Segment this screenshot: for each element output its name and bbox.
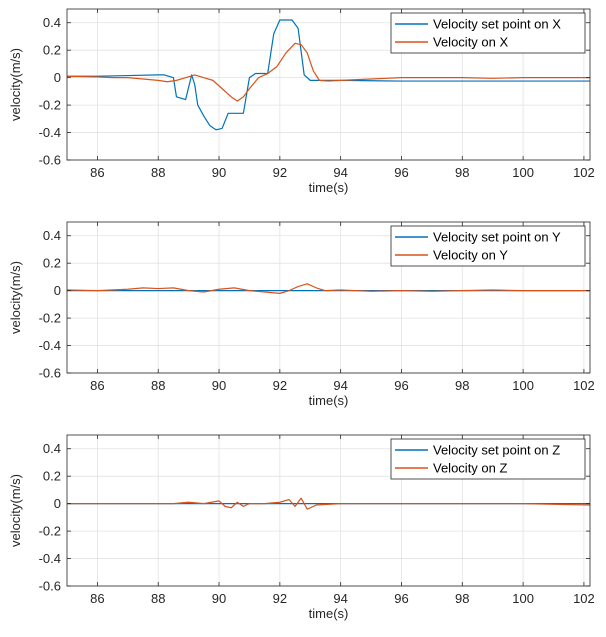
x-tick-label: 100 bbox=[512, 378, 534, 393]
y-tick-label: -0.6 bbox=[39, 153, 61, 168]
legend-box bbox=[390, 12, 586, 54]
x-tick-label: 92 bbox=[273, 165, 287, 180]
axes-box bbox=[66, 221, 591, 374]
x-tick-label: 88 bbox=[151, 591, 165, 606]
x-tick-label: 86 bbox=[90, 165, 104, 180]
y-tick-label: -0.6 bbox=[39, 579, 61, 594]
y-tick-label: 0 bbox=[54, 70, 61, 85]
x-axis-label: time(s) bbox=[309, 606, 349, 621]
x-tick-label: 94 bbox=[333, 165, 347, 180]
x-axis-label: time(s) bbox=[309, 393, 349, 408]
legend: Velocity set point on X Velocity on X bbox=[390, 12, 586, 54]
legend-label: Velocity set point on Y bbox=[433, 230, 561, 245]
x-axis-label: time(s) bbox=[309, 180, 349, 195]
legend-label: Velocity on X bbox=[433, 35, 508, 50]
y-tick-label: 0.2 bbox=[43, 469, 61, 484]
legend: Velocity set point on Z Velocity on Z bbox=[390, 438, 586, 480]
x-tick-label: 102 bbox=[573, 378, 595, 393]
x-tick-label: 92 bbox=[273, 591, 287, 606]
x-tick-label: 94 bbox=[333, 591, 347, 606]
legend-box bbox=[390, 225, 586, 267]
y-tick-label: 0.4 bbox=[43, 15, 61, 30]
legend: Velocity set point on Y Velocity on Y bbox=[390, 225, 586, 267]
x-tick-label: 96 bbox=[394, 378, 408, 393]
x-tick-label: 100 bbox=[512, 591, 534, 606]
x-tick-label: 92 bbox=[273, 378, 287, 393]
x-tick-label: 100 bbox=[512, 165, 534, 180]
y-tick-label: -0.4 bbox=[39, 125, 61, 140]
chart-panel: 86 88 90 92 94 96 98 100 102 -0.6 -0.4 -0.2 0 0.2 0.4 t… bbox=[8, 434, 595, 621]
x-tick-label: 102 bbox=[573, 165, 595, 180]
legend-label: Velocity set point on Z bbox=[433, 443, 560, 458]
chart-panel: 86 88 90 92 94 96 98 100 102 -0.6 -0.4 -0.2 0 0.2 0.4 t… bbox=[8, 8, 595, 195]
y-tick-label: -0.2 bbox=[39, 311, 61, 326]
x-tick-label: 86 bbox=[90, 378, 104, 393]
series-line bbox=[67, 19, 590, 131]
legend-label: Velocity on Y bbox=[433, 248, 508, 263]
y-tick-label: 0.4 bbox=[43, 441, 61, 456]
x-tick-label: 90 bbox=[212, 378, 226, 393]
y-tick-label: -0.4 bbox=[39, 338, 61, 353]
x-tick-label: 94 bbox=[333, 378, 347, 393]
x-tick-label: 96 bbox=[394, 591, 408, 606]
legend-box bbox=[390, 438, 586, 480]
y-tick-label: 0.4 bbox=[43, 228, 61, 243]
x-tick-label: 86 bbox=[90, 591, 104, 606]
axes-box bbox=[66, 434, 591, 587]
x-tick-label: 98 bbox=[455, 165, 469, 180]
y-tick-label: -0.2 bbox=[39, 98, 61, 113]
y-axis-label: velocity(m/s) bbox=[8, 474, 23, 547]
y-tick-label: -0.2 bbox=[39, 524, 61, 539]
x-tick-label: 96 bbox=[394, 165, 408, 180]
x-tick-label: 98 bbox=[455, 378, 469, 393]
y-tick-label: -0.6 bbox=[39, 366, 61, 381]
x-tick-label: 98 bbox=[455, 591, 469, 606]
y-tick-label: 0.2 bbox=[43, 256, 61, 271]
series-line bbox=[66, 283, 590, 294]
x-tick-label: 88 bbox=[151, 378, 165, 393]
x-tick-label: 90 bbox=[212, 591, 226, 606]
legend-label: Velocity set point on X bbox=[433, 17, 561, 32]
y-tick-label: 0.2 bbox=[43, 43, 61, 58]
x-tick-label: 102 bbox=[573, 591, 595, 606]
y-tick-label: 0 bbox=[54, 496, 61, 511]
axes-box bbox=[66, 8, 591, 161]
series-line bbox=[66, 42, 590, 102]
y-axis-label: velocity(m/s) bbox=[8, 261, 23, 334]
series-line bbox=[67, 497, 591, 510]
legend-label: Velocity on Z bbox=[433, 461, 507, 476]
chart-panel: 86 88 90 92 94 96 98 100 102 -0.6 -0.4 -0.2 0 0.2 0.4 t… bbox=[8, 221, 595, 408]
x-tick-label: 90 bbox=[212, 165, 226, 180]
y-tick-label: -0.4 bbox=[39, 551, 61, 566]
y-axis-label: velocity(m/s) bbox=[8, 48, 23, 121]
x-tick-label: 88 bbox=[151, 165, 165, 180]
y-tick-label: 0 bbox=[54, 283, 61, 298]
